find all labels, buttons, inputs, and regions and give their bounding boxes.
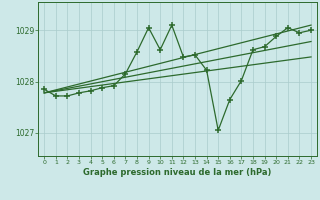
X-axis label: Graphe pression niveau de la mer (hPa): Graphe pression niveau de la mer (hPa) bbox=[84, 168, 272, 177]
